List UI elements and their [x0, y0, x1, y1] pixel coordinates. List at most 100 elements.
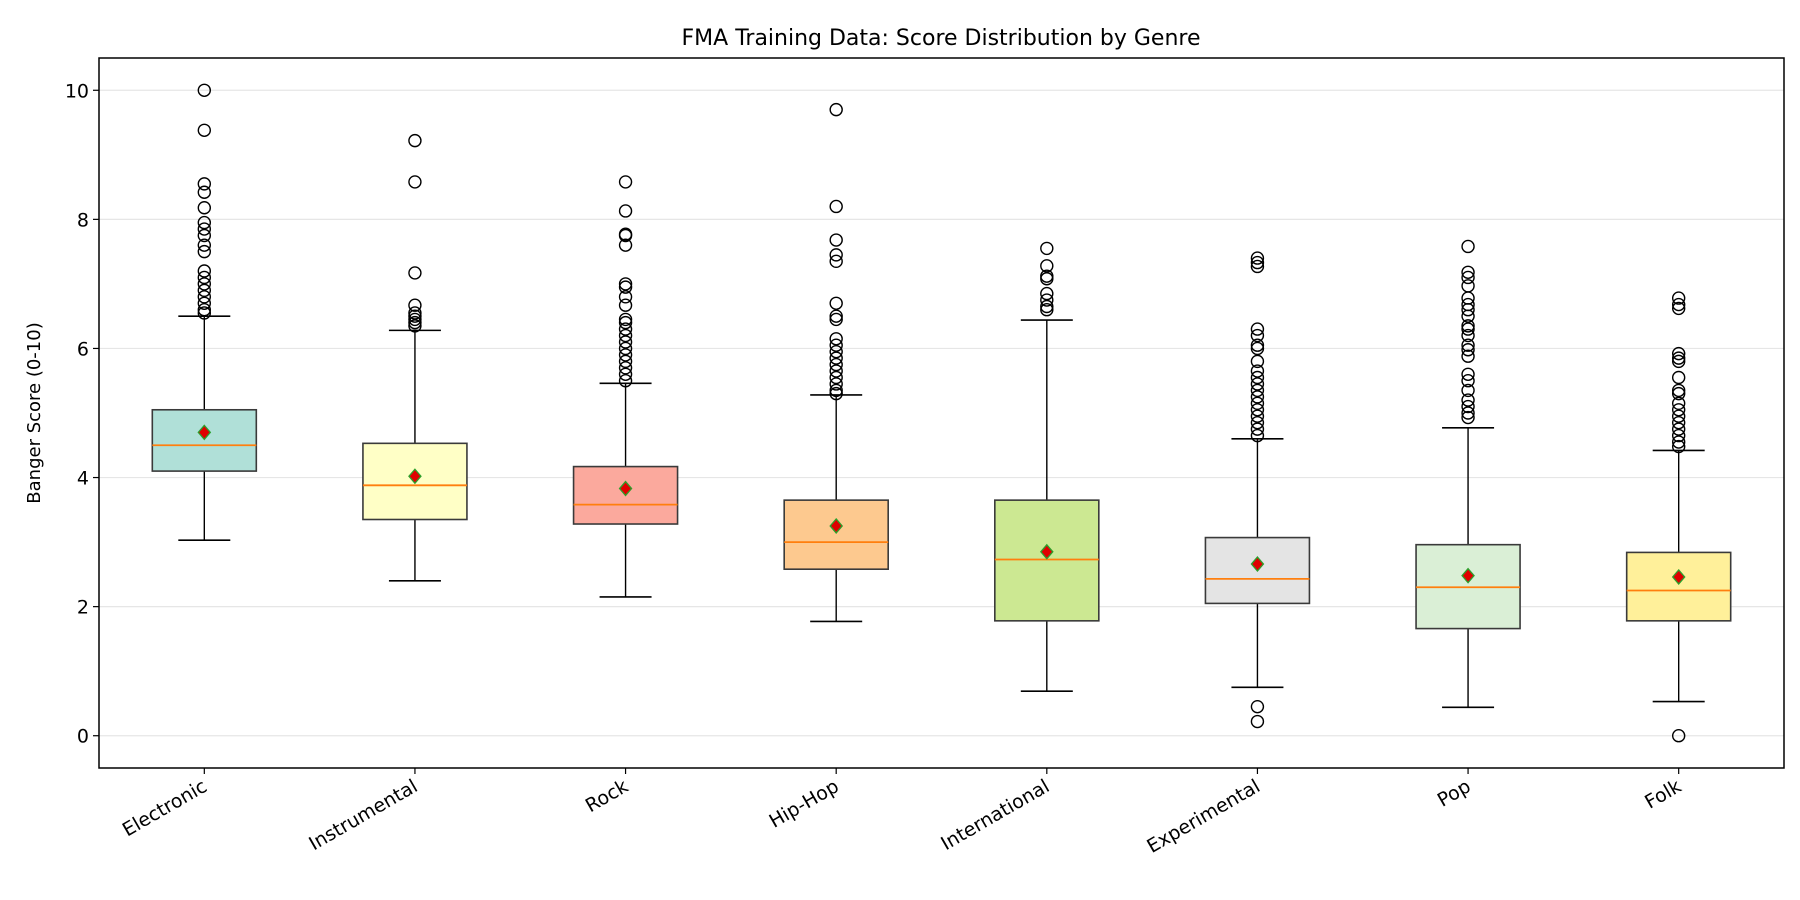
box-folk: [1625, 291, 1732, 743]
outlier-point: [618, 361, 633, 375]
outlier-point: [829, 377, 843, 391]
box-international: [994, 241, 1100, 692]
y-tick-label: 6: [77, 338, 89, 360]
outlier-point: [1461, 410, 1475, 425]
outlier-point: [829, 102, 843, 117]
outlier-point: [1671, 291, 1686, 305]
box-pop: [1415, 239, 1521, 709]
outlier-point: [1461, 309, 1475, 323]
outlier-point: [618, 238, 633, 252]
outlier-point: [829, 370, 843, 385]
outlier-point: [1250, 354, 1265, 369]
outlier-point: [1671, 346, 1686, 361]
outlier-point: [197, 123, 212, 137]
plot-area: [151, 83, 1732, 743]
outlier-point: [1671, 428, 1686, 443]
outlier-point: [1040, 299, 1054, 314]
y-tick-label: 10: [65, 80, 89, 102]
outlier-point: [618, 290, 633, 304]
outlier-point: [1040, 259, 1054, 273]
outlier-point: [618, 298, 633, 312]
x-tick-label: Folk: [1641, 775, 1685, 813]
y-axis-label: Banger Score (0-10): [24, 322, 45, 503]
outlier-point: [197, 215, 212, 230]
outlier-point: [829, 357, 843, 372]
outlier-point: [197, 290, 212, 304]
mean-marker: [1461, 567, 1475, 584]
box-iqr: [151, 408, 258, 472]
outlier-point: [829, 364, 843, 378]
outlier-point: [829, 309, 843, 323]
y-tick-label: 4: [77, 468, 89, 490]
outlier-point: [829, 386, 843, 401]
grid-lines: [99, 89, 1784, 737]
outlier-point: [618, 328, 633, 343]
outlier-point: [1461, 349, 1475, 363]
outlier-point: [1671, 370, 1686, 385]
outlier-point: [1461, 383, 1475, 398]
outlier-point: [1250, 428, 1265, 443]
outlier-point: [1461, 303, 1475, 317]
box-iqr: [994, 499, 1100, 622]
mean-marker: [197, 424, 212, 441]
outlier-point: [1250, 259, 1265, 274]
outlier-point: [1250, 370, 1265, 385]
outlier-point: [1461, 367, 1475, 381]
outlier-point: [1461, 393, 1475, 407]
box-electronic: [151, 83, 258, 541]
outlier-point: [197, 303, 212, 317]
outlier-point: [618, 280, 633, 294]
outlier-point: [618, 341, 633, 356]
outlier-point: [1250, 390, 1265, 404]
outlier-point: [1671, 415, 1686, 430]
outlier-point: [618, 348, 633, 362]
outlier-point: [1461, 322, 1475, 336]
outlier-point: [197, 177, 212, 191]
outlier-point: [408, 309, 422, 323]
outlier-point: [1250, 422, 1265, 436]
outlier-point: [197, 222, 212, 236]
outlier-point: [408, 306, 422, 320]
x-tick-label: Hip-Hop: [765, 775, 842, 832]
mean-marker: [1671, 568, 1686, 585]
outlier-point: [618, 204, 633, 218]
outlier-point: [197, 306, 212, 320]
outlier-point: [1250, 322, 1265, 336]
outlier-point: [1671, 386, 1686, 401]
outlier-point: [1671, 383, 1686, 398]
outlier-point: [1671, 354, 1686, 369]
outlier-point: [408, 298, 422, 312]
x-tick-label: International: [937, 775, 1053, 855]
outlier-point: [1461, 279, 1475, 293]
outlier-point: [408, 312, 422, 327]
outlier-point: [829, 338, 843, 352]
outlier-point: [1671, 422, 1686, 436]
outlier-point: [618, 312, 633, 327]
outlier-point: [618, 175, 633, 189]
outlier-point: [1250, 338, 1265, 352]
outlier-point: [197, 228, 212, 243]
mean-marker: [1039, 543, 1054, 560]
x-axis: Electronic Instrumental Rock Hip-Hop Interna…: [119, 768, 1685, 858]
outlier-point: [197, 238, 212, 252]
axes-frame: [98, 57, 1785, 769]
box-iqr: [783, 499, 889, 570]
outlier-point: [829, 254, 843, 269]
outlier-point: [829, 344, 843, 359]
outlier-point: [197, 277, 212, 291]
box-iqr: [1625, 551, 1732, 622]
outlier-point: [829, 296, 843, 310]
outlier-point: [1461, 265, 1475, 279]
outlier-point: [1040, 303, 1054, 317]
outlier-point: [618, 228, 633, 243]
x-tick-label: Electronic: [119, 775, 211, 841]
outlier-point: [1040, 241, 1054, 256]
outlier-point: [1461, 239, 1475, 254]
outlier-point: [1250, 415, 1265, 430]
outlier-point: [1461, 343, 1475, 357]
box-experimental: [1204, 251, 1311, 729]
box-instrumental: [362, 133, 468, 582]
x-tick-label: Pop: [1434, 775, 1475, 811]
mean-marker: [408, 468, 422, 485]
